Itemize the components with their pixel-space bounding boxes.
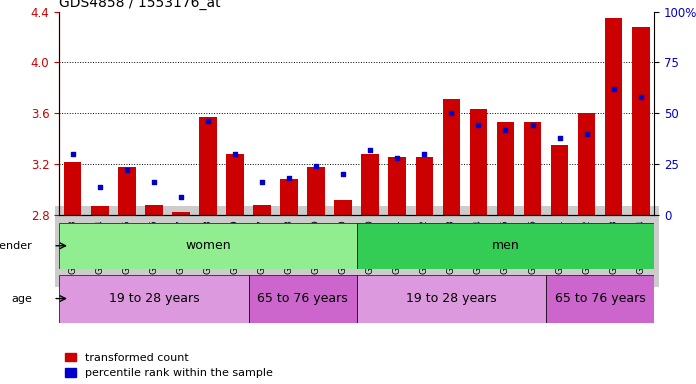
- Bar: [280, 179, 298, 215]
- Bar: [388, 157, 406, 215]
- Point: [67, 151, 78, 157]
- Bar: [416, 157, 433, 215]
- Point: [419, 151, 430, 157]
- Point: [635, 94, 647, 100]
- Point: [365, 147, 376, 153]
- Text: 65 to 76 years: 65 to 76 years: [258, 292, 348, 305]
- Text: 19 to 28 years: 19 to 28 years: [109, 292, 199, 305]
- Point: [230, 151, 241, 157]
- Point: [527, 122, 538, 129]
- Bar: [546, 275, 654, 323]
- Text: 19 to 28 years: 19 to 28 years: [406, 292, 497, 305]
- Bar: [357, 223, 654, 269]
- Text: 65 to 76 years: 65 to 76 years: [555, 292, 645, 305]
- Bar: [470, 109, 487, 215]
- Point: [121, 167, 132, 173]
- Bar: [443, 99, 460, 215]
- Point: [392, 155, 403, 161]
- Text: gender: gender: [0, 241, 33, 251]
- Bar: [59, 275, 248, 323]
- Point: [148, 179, 159, 185]
- Text: GDS4858 / 1553176_at: GDS4858 / 1553176_at: [59, 0, 221, 10]
- Bar: [578, 113, 595, 215]
- Point: [94, 184, 105, 190]
- Point: [581, 131, 592, 137]
- Bar: [632, 27, 649, 215]
- Bar: [253, 205, 271, 215]
- Point: [473, 122, 484, 129]
- Point: [446, 110, 457, 116]
- Point: [338, 171, 349, 177]
- Text: age: age: [12, 293, 33, 304]
- Bar: [334, 200, 352, 215]
- Bar: [172, 212, 190, 215]
- Bar: [91, 206, 109, 215]
- Legend: transformed count, percentile rank within the sample: transformed count, percentile rank withi…: [65, 353, 273, 379]
- Bar: [145, 205, 163, 215]
- Bar: [361, 154, 379, 215]
- Bar: [64, 162, 81, 215]
- Bar: [551, 145, 569, 215]
- Bar: [605, 18, 622, 215]
- Bar: [199, 117, 216, 215]
- Bar: [523, 122, 541, 215]
- Bar: [59, 223, 357, 269]
- Bar: [497, 122, 514, 215]
- Bar: [357, 275, 546, 323]
- Bar: [248, 275, 357, 323]
- Bar: [226, 154, 244, 215]
- Text: men: men: [491, 239, 519, 252]
- Point: [608, 86, 619, 92]
- Point: [500, 126, 511, 132]
- Point: [554, 135, 565, 141]
- Point: [203, 118, 214, 124]
- Point: [283, 175, 294, 182]
- Bar: [118, 167, 136, 215]
- Point: [310, 163, 322, 169]
- Bar: [308, 167, 325, 215]
- Point: [256, 179, 267, 185]
- Point: [175, 194, 187, 200]
- Text: women: women: [185, 239, 231, 252]
